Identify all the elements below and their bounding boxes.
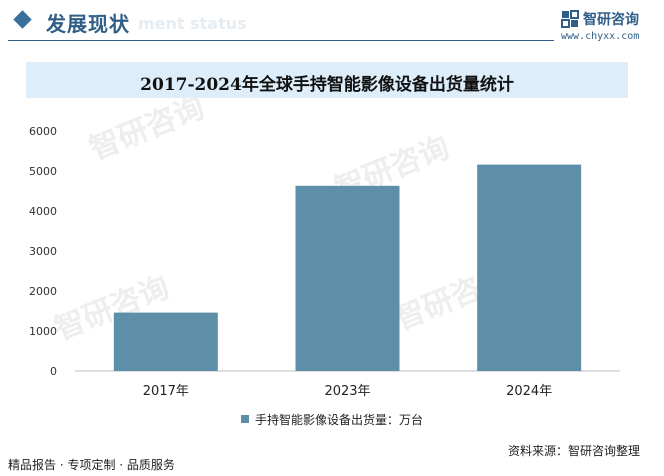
section-title: 发展现状	[46, 12, 130, 36]
y-tick-label: 0	[50, 365, 57, 378]
y-tick-label: 3000	[29, 245, 57, 258]
brand-url: www.chyxx.com	[561, 31, 640, 42]
y-tick-label: 5000	[29, 165, 57, 178]
y-tick-label: 2000	[29, 285, 57, 298]
section-subtitle: ment status	[138, 14, 247, 33]
bar	[113, 312, 218, 371]
y-tick-label: 4000	[29, 205, 57, 218]
diamond-icon	[13, 10, 32, 29]
footer-source: 资料来源：智研咨询整理	[508, 444, 641, 458]
page-header: 发展现状 ment status 智研咨询 www.chyxx.com	[0, 0, 664, 42]
bar	[477, 164, 582, 371]
bar	[295, 185, 400, 371]
y-tick-label: 1000	[29, 325, 57, 338]
legend-swatch	[240, 415, 249, 423]
x-tick-label: 2023年	[324, 384, 370, 399]
bar-chart: 0 1000 2000 3000 4000 5000 6000 2017年 2023年 2024年…	[29, 125, 620, 427]
x-tick-label: 2017年	[143, 384, 189, 399]
header-divider	[8, 40, 554, 41]
y-tick-label: 6000	[29, 125, 57, 138]
brand-name: 智研咨询	[583, 12, 639, 28]
brand-logo-icon	[561, 10, 579, 28]
footer-tagline: 精品报告 · 专项定制 · 品质服务	[8, 458, 175, 472]
x-tick-label: 2024年	[506, 384, 552, 399]
chart-title: 2017-2024年全球手持智能影像设备出货量统计	[140, 75, 514, 95]
chart-title-band: 2017-2024年全球手持智能影像设备出货量统计	[26, 62, 628, 98]
legend-label: 手持智能影像设备出货量：万台	[255, 412, 423, 427]
